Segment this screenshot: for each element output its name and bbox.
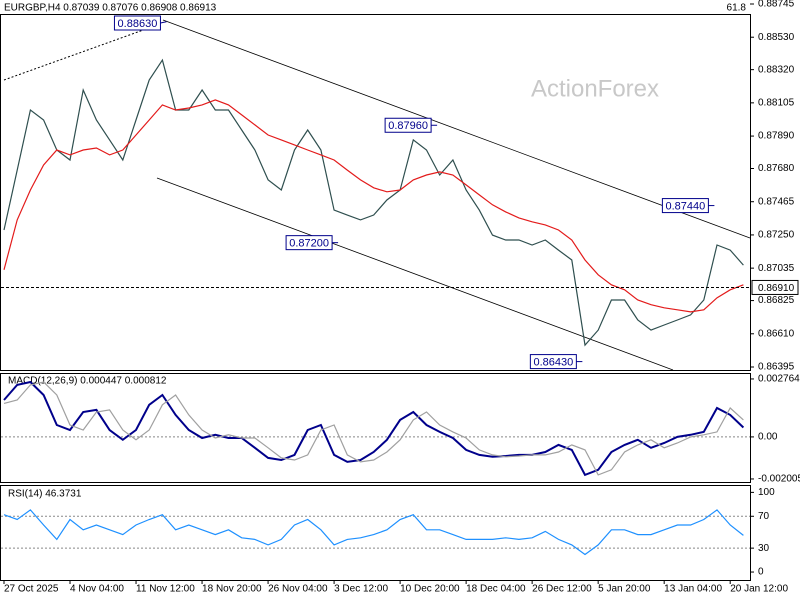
y-tick-label: 0.86610 xyxy=(758,328,795,339)
annotation-box xyxy=(529,354,577,370)
x-tick-label: 13 Jan 04:00 xyxy=(664,584,722,595)
annotation-box xyxy=(384,117,432,133)
x-tick-label: 27 Oct 2025 xyxy=(4,584,59,595)
corner-note: 61.8 xyxy=(727,3,747,14)
y-tick-label: 0.87680 xyxy=(758,163,795,174)
annotation-label: 0.86430 xyxy=(533,356,573,368)
y-tick-label: 0.86395 xyxy=(758,362,795,373)
annotation-label: 0.88630 xyxy=(118,18,158,30)
x-tick-label: 26 Dec 12:00 xyxy=(532,584,592,595)
rsi-title: RSI(14) 46.3731 xyxy=(8,489,82,500)
annotation-leader xyxy=(160,21,167,24)
annotation-label: 0.87200 xyxy=(289,238,329,250)
macd-title: MACD(12,26,9) 0.000447 0.000812 xyxy=(8,376,167,387)
last-price-label: 0.86910 xyxy=(758,283,795,294)
x-tick-label: 20 Jan 12:00 xyxy=(730,584,788,595)
y-tick-label: 0.87890 xyxy=(758,131,795,142)
x-tick-label: 18 Dec 04:00 xyxy=(466,584,526,595)
annotation-box xyxy=(661,198,709,214)
price-panel xyxy=(0,14,751,371)
y-tick-label: 70 xyxy=(758,511,770,522)
rsi-panel xyxy=(0,485,751,581)
y-tick-label: 0.88320 xyxy=(758,64,795,75)
x-tick-label: 26 Nov 04:00 xyxy=(268,584,328,595)
x-tick-label: 10 Dec 20:00 xyxy=(400,584,460,595)
chart-title: EURGBP,H4 0.87039 0.87076 0.86908 0.8691… xyxy=(4,3,217,14)
watermark: ActionForex xyxy=(531,75,659,102)
y-tick-label: 0.88530 xyxy=(758,32,795,43)
y-tick-label: 0.87035 xyxy=(758,263,795,274)
channel-lower xyxy=(156,177,674,371)
channel-upper xyxy=(162,19,751,239)
x-tick-label: 3 Dec 12:00 xyxy=(334,584,388,595)
series-line xyxy=(3,381,744,476)
series-line xyxy=(3,380,745,477)
annotation-box xyxy=(285,235,333,251)
annotation-label: 0.87440 xyxy=(666,200,706,212)
annotation-label: 0.87960 xyxy=(388,120,428,132)
annotation-box xyxy=(113,15,161,31)
y-tick-label: 0.87465 xyxy=(758,196,795,207)
macd-panel xyxy=(0,373,751,483)
series-line xyxy=(3,509,744,556)
y-tick-label: 0.88105 xyxy=(758,98,795,109)
x-tick-label: 11 Nov 12:00 xyxy=(136,584,195,595)
y-tick-label: 0.002764 xyxy=(758,374,800,385)
series-line xyxy=(3,58,744,347)
x-tick-label: 18 Nov 20:00 xyxy=(202,584,262,595)
y-tick-label: 0.00 xyxy=(758,432,778,443)
y-tick-label: 30 xyxy=(758,543,770,554)
y-tick-label: 0.87250 xyxy=(758,230,795,241)
series-line xyxy=(3,99,744,313)
y-tick-label: -0.002005 xyxy=(758,474,800,485)
y-tick-label: 0 xyxy=(758,567,764,578)
y-tick-label: 0.86825 xyxy=(758,295,795,306)
y-tick-label: 100 xyxy=(758,487,775,498)
y-tick-label: 0.88745 xyxy=(758,0,795,10)
last-price-box xyxy=(751,279,799,295)
x-tick-label: 5 Jan 20:00 xyxy=(598,584,651,595)
x-tick-label: 4 Nov 04:00 xyxy=(70,584,124,595)
